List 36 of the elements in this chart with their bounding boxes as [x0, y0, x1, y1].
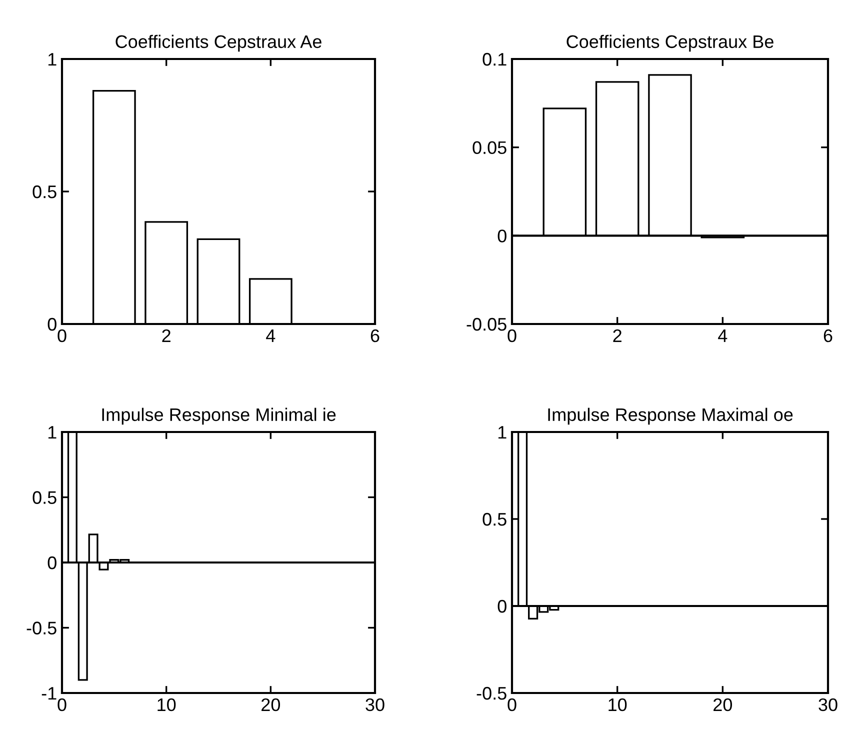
y-tick-label: -0.05 — [466, 318, 506, 331]
y-tick-label: 0.1 — [482, 52, 506, 66]
y-tick-label: 0.5 — [482, 512, 506, 526]
y-tick-label: 1 — [48, 426, 56, 439]
x-tick-label: 30 — [818, 698, 838, 712]
y-tick-label: -0.5 — [26, 622, 56, 634]
x-tick-label: 10 — [608, 698, 627, 712]
x-tick-label: 4 — [718, 330, 728, 342]
y-tick-label: -1 — [42, 687, 56, 700]
x-tick-label: 30 — [366, 698, 384, 712]
x-tick-label: 20 — [714, 698, 732, 712]
x-tick-label: 2 — [162, 329, 170, 342]
x-tick-label: 0 — [508, 698, 516, 712]
y-tick-label: 0.05 — [472, 141, 506, 154]
y-tick-label: 1 — [48, 53, 56, 66]
y-tick-label: -0.5 — [476, 686, 506, 700]
y-tick-label: 0 — [48, 556, 56, 570]
x-tick-label: 0 — [58, 698, 66, 712]
chart-title: Coefficients Cepstraux Be — [566, 34, 774, 52]
chart-title: Coefficients Cepstraux Ae — [116, 34, 322, 52]
x-tick-label: 20 — [262, 698, 280, 712]
chart-title: Impulse Response Minimal ie — [102, 408, 336, 425]
y-tick-label: 0.5 — [32, 491, 56, 504]
chart-title: Impulse Response Maximal oe — [548, 408, 793, 425]
x-tick-label: 6 — [824, 329, 832, 342]
x-tick-label: 6 — [370, 329, 380, 342]
y-tick-label: 0 — [498, 600, 506, 613]
y-tick-label: 1 — [498, 426, 506, 439]
y-tick-label: 0 — [498, 230, 506, 242]
x-tick-label: 2 — [613, 329, 622, 342]
x-tick-label: 10 — [158, 698, 176, 712]
x-tick-label: 0 — [508, 329, 516, 342]
y-tick-label: 0 — [48, 318, 56, 331]
x-tick-label: 4 — [266, 330, 276, 342]
y-tick-label: 0.5 — [32, 185, 56, 198]
x-tick-label: 0 — [58, 329, 66, 342]
